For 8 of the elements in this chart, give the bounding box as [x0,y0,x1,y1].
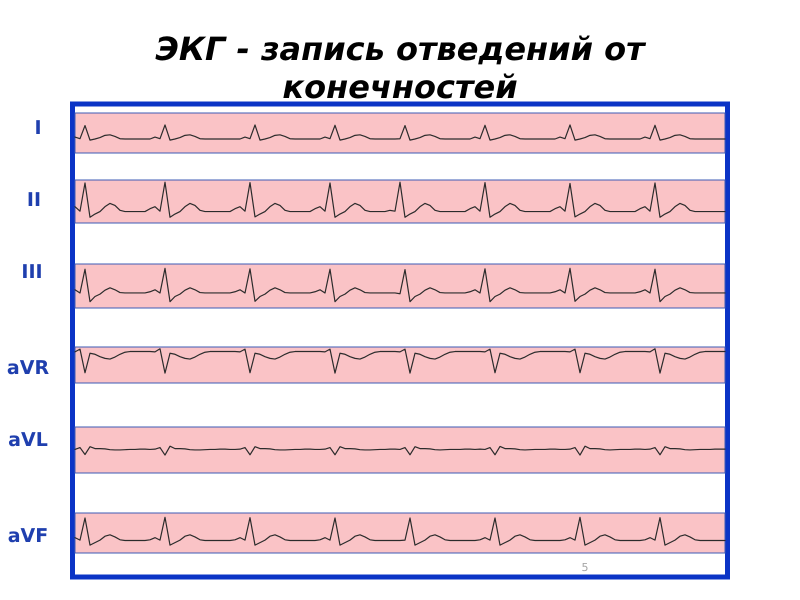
y-axis-title: aVR [6,357,50,379]
y-axis-title: aVL [8,429,48,451]
y-axis-title: II [26,189,42,211]
y-axis-title: I [34,117,42,139]
text: 5 [582,561,588,574]
chart-title: ЭКГ - запись отведений от конечностей [155,30,648,106]
y-axis-title: aVF [8,525,48,547]
y-axis-title: III [21,261,43,283]
